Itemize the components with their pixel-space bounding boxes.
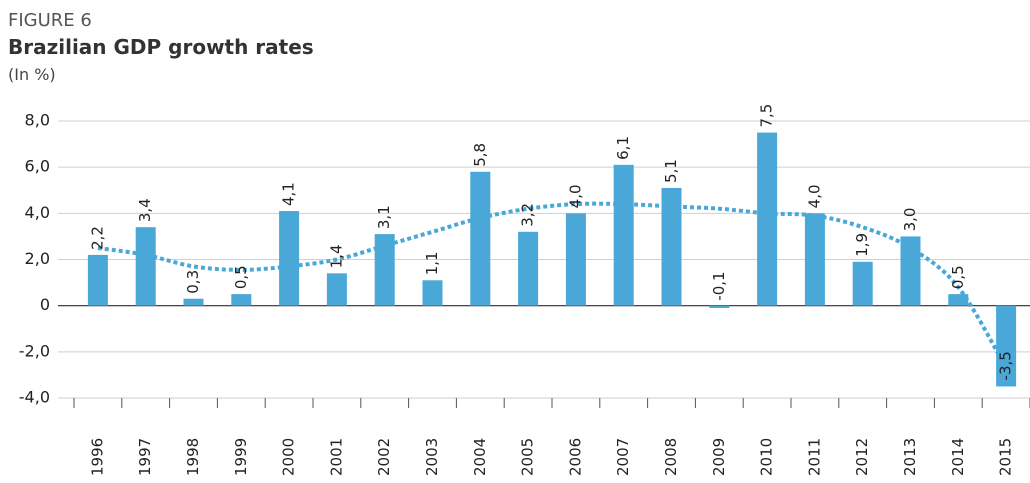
value-label: 0,5 <box>949 265 967 289</box>
chart-title: Brazilian GDP growth rates <box>8 35 314 59</box>
value-label: 3,1 <box>375 205 393 229</box>
x-tick-label: 2013 <box>901 438 919 476</box>
x-tick-label: 2001 <box>327 438 345 476</box>
y-tick-label: 2,0 <box>25 249 50 268</box>
x-tick-label: 2010 <box>758 438 776 476</box>
y-tick-label: 8,0 <box>25 111 50 130</box>
trend-line <box>97 201 1008 370</box>
x-tick-label: 2005 <box>519 438 537 476</box>
x-tick-label: 2000 <box>280 438 298 476</box>
value-label: -3,5 <box>997 351 1015 380</box>
bar <box>900 236 921 306</box>
value-label: 5,1 <box>662 159 680 183</box>
y-tick-label: -4,0 <box>19 388 50 407</box>
x-tick-label: 2015 <box>997 438 1015 476</box>
value-label: 3,4 <box>136 198 154 222</box>
x-tick-label: 1999 <box>232 438 250 476</box>
value-label: -0,1 <box>710 271 728 300</box>
bar <box>757 132 778 306</box>
value-label: 7,5 <box>758 104 776 128</box>
value-label: 5,8 <box>471 143 489 167</box>
bar <box>852 261 873 306</box>
value-label: 1,9 <box>853 233 871 257</box>
value-label: 0,5 <box>232 265 250 289</box>
y-tick-label: 6,0 <box>25 157 50 176</box>
bar <box>326 273 347 306</box>
chart-subtitle: (In %) <box>8 65 56 84</box>
bar <box>279 211 300 306</box>
value-label: 6,1 <box>614 136 632 160</box>
bar <box>661 187 682 306</box>
y-tick-label: 4,0 <box>25 203 50 222</box>
value-label: 1,4 <box>327 244 345 268</box>
x-tick-label: 2002 <box>375 438 393 476</box>
bar <box>422 280 443 306</box>
value-label: 3,2 <box>519 203 537 227</box>
value-label: 0,3 <box>184 270 202 294</box>
bar <box>87 254 108 306</box>
bar <box>374 234 395 306</box>
bar <box>231 294 252 306</box>
x-tick-label: 2012 <box>853 438 871 476</box>
bar <box>804 213 825 306</box>
y-tick-label: -2,0 <box>19 341 50 360</box>
chart-kicker: FIGURE 6 <box>8 10 92 31</box>
bar <box>135 227 156 306</box>
value-label: 4,0 <box>805 184 823 208</box>
bar <box>948 294 969 306</box>
bar <box>518 231 539 306</box>
x-tick-label: 2003 <box>423 438 441 476</box>
bar <box>613 164 634 306</box>
value-label: 3,0 <box>901 208 919 232</box>
x-tick-label: 2009 <box>710 438 728 476</box>
x-tick-label: 1997 <box>136 438 154 476</box>
bar <box>709 305 730 308</box>
x-tick-label: 2011 <box>805 438 823 476</box>
x-tick-label: 1996 <box>88 438 106 476</box>
bar <box>183 298 204 306</box>
x-tick-label: 2014 <box>949 438 967 476</box>
x-tick-label: 2007 <box>614 438 632 476</box>
bar <box>565 213 586 306</box>
value-label: 4,0 <box>566 184 584 208</box>
value-label: 1,1 <box>423 251 441 275</box>
bar <box>996 305 1017 387</box>
x-tick-label: 2004 <box>471 438 489 476</box>
x-tick-label: 2006 <box>566 438 584 476</box>
value-label: 2,2 <box>88 226 106 250</box>
bar <box>470 171 491 306</box>
x-tick-label: 1998 <box>184 438 202 476</box>
y-tick-label: 0 <box>40 295 50 314</box>
x-tick-label: 2008 <box>662 438 680 476</box>
value-label: 4,1 <box>280 182 298 206</box>
